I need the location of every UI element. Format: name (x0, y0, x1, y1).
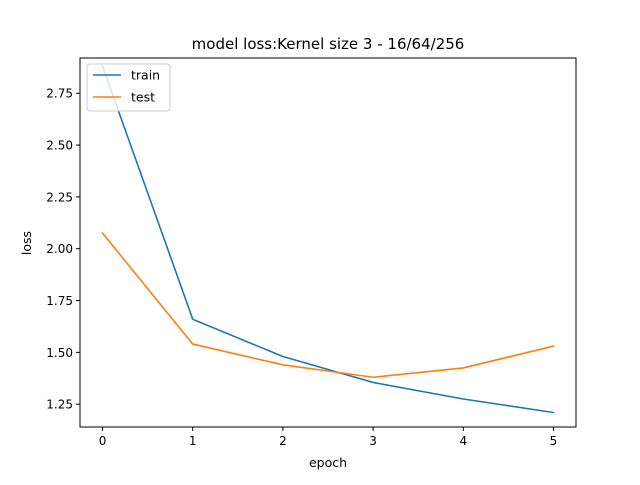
legend: train test (86, 63, 171, 112)
y-axis-ticks: 1.25 1.50 1.75 2.00 2.25 2.50 2.75 (46, 87, 80, 412)
y-tick-label: 2.00 (46, 242, 73, 256)
y-tick-label: 2.25 (46, 190, 73, 204)
y-tick-label: 1.75 (46, 294, 73, 308)
legend-label-train: train (131, 68, 160, 83)
y-tick-label: 2.75 (46, 87, 73, 101)
x-axis-label: epoch (309, 455, 347, 470)
x-tick-label: 0 (99, 434, 107, 448)
x-tick-label: 3 (369, 434, 377, 448)
x-tick-label: 2 (279, 434, 287, 448)
x-tick-label: 1 (189, 434, 197, 448)
x-axis-ticks: 0 1 2 3 4 5 (99, 427, 558, 448)
chart-title: model loss:Kernel size 3 - 16/64/256 (192, 35, 465, 53)
train-series-line (101, 65, 555, 414)
series-layer (101, 65, 555, 414)
x-tick-label: 5 (550, 434, 558, 448)
y-tick-label: 2.50 (46, 139, 73, 153)
y-tick-label: 1.50 (46, 346, 73, 360)
legend-label-test: test (131, 90, 155, 105)
x-tick-label: 4 (459, 434, 467, 448)
plot-frame (79, 57, 577, 428)
test-series-line (101, 232, 555, 379)
y-axis-label: loss (19, 231, 34, 255)
y-tick-label: 1.25 (46, 398, 73, 412)
